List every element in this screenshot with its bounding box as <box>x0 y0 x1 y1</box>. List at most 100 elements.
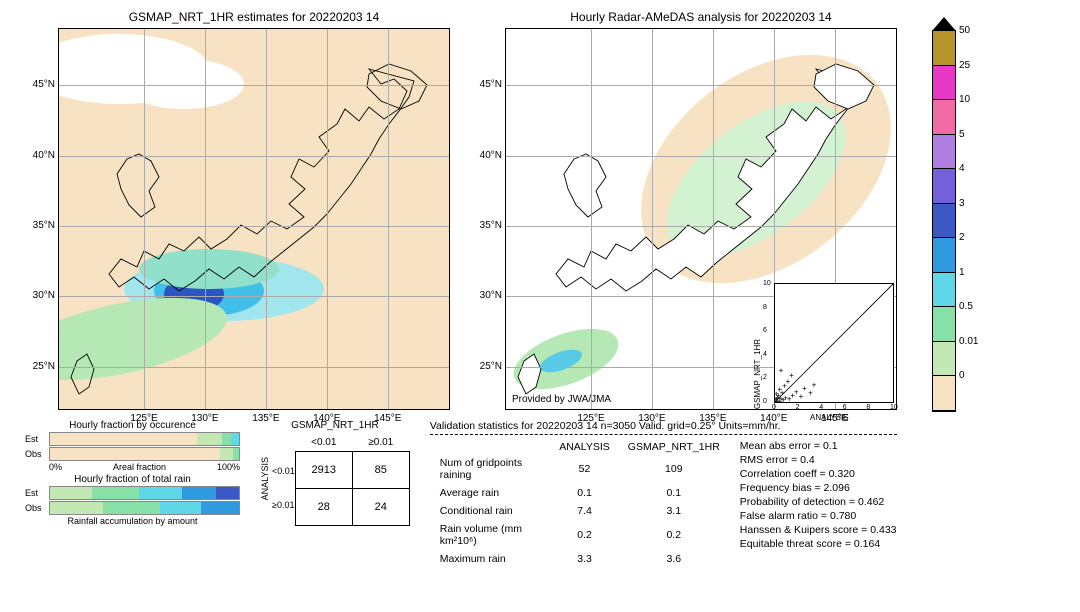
fraction-segment <box>50 487 92 499</box>
y-tick-label: 45°N <box>480 79 502 90</box>
colorbar-tick: 0.5 <box>959 301 973 312</box>
contingency-cell: 85 <box>352 452 409 489</box>
y-tick-label: 25°N <box>33 361 55 372</box>
val-cell: 0.2 <box>620 521 728 549</box>
fraction-segment <box>160 502 202 514</box>
row-label-est: Est <box>25 488 49 498</box>
fraction-bar <box>49 447 240 461</box>
y-tick-label: 35°N <box>480 220 502 231</box>
val-cell: 3.6 <box>620 551 728 567</box>
fraction-totalrain-est: Est <box>25 486 240 500</box>
y-tick-label: 30°N <box>480 290 502 301</box>
contingency-grid: <0.01 ≥0.01 2913 85 28 24 <box>295 433 410 526</box>
colorbar-tick: 4 <box>959 163 965 174</box>
x-tick-label: 140°E <box>760 413 787 424</box>
fraction-occurrence-obs: Obs <box>25 447 240 461</box>
validation-metrics: Mean abs error = 0.1RMS error = 0.4Corre… <box>740 439 897 569</box>
map-radar-plot: 25°N30°N35°N40°N45°N125°E130°E135°E140°E… <box>505 28 897 410</box>
x-tick-label: 125°E <box>577 413 604 424</box>
axis-label: 0% <box>49 462 62 472</box>
svg-text:+: + <box>808 389 813 398</box>
fraction-segment <box>222 433 231 445</box>
svg-text:+: + <box>779 366 784 375</box>
row-label-obs: Obs <box>25 503 49 513</box>
val-cell: 0.1 <box>551 485 618 501</box>
validation-metric: Correlation coeff = 0.320 <box>740 467 897 481</box>
colorbar-segment <box>933 204 955 239</box>
val-row-label: Num of gridpoints raining <box>432 455 549 483</box>
x-tick-label: 135°E <box>252 413 279 424</box>
colorbar: 502510543210.50.010 <box>932 30 956 412</box>
validation-metric: Mean abs error = 0.1 <box>740 439 897 453</box>
val-cell: 3.3 <box>551 551 618 567</box>
fraction-segment <box>92 487 139 499</box>
colorbar-tick: 2 <box>959 232 965 243</box>
inset-ylabel: GSMAP_NRT_1HR <box>753 339 762 409</box>
colorbar-segment <box>933 238 955 273</box>
axis-label: 100% <box>217 462 240 472</box>
svg-text:+: + <box>799 392 804 401</box>
fraction-segment <box>50 433 197 445</box>
fraction-occurrence-axis: 0% Areal fraction 100% <box>49 462 240 472</box>
axis-label: Areal fraction <box>113 462 166 472</box>
fraction-segment <box>220 448 233 460</box>
val-cell: 7.4 <box>551 503 618 519</box>
fraction-totalrain-title: Hourly fraction of total rain <box>25 474 240 485</box>
fraction-totalrain-obs: Obs <box>25 501 240 515</box>
fraction-occurrence-est: Est <box>25 432 240 446</box>
x-tick-label: 135°E <box>699 413 726 424</box>
svg-text:+: + <box>789 371 794 380</box>
map-attribution: Provided by JWA/JMA <box>512 394 611 405</box>
svg-text:+: + <box>812 380 817 389</box>
maps-row: GSMAP_NRT_1HR estimates for 20220203 14 … <box>10 10 1070 412</box>
colorbar-tick: 1 <box>959 267 965 278</box>
contingency-cell: 28 <box>295 489 352 526</box>
y-tick-label: 45°N <box>33 79 55 90</box>
val-cell: 3.1 <box>620 503 728 519</box>
row-label-obs: Obs <box>25 449 49 459</box>
fraction-segment <box>201 502 239 514</box>
contingency-cell: 2913 <box>295 452 352 489</box>
contingency-table: GSMAP_NRT_1HR ANALYSIS <0.01 ≥0.01 <0.01… <box>260 420 410 526</box>
colorbar-segment <box>933 100 955 135</box>
contingency-row-title: ANALYSIS <box>260 457 270 500</box>
colorbar-arrow-icon <box>932 17 956 31</box>
contingency-col-head: <0.01 <box>295 433 352 452</box>
colorbar-tick: 10 <box>959 94 970 105</box>
bottom-row: Hourly fraction by occurence Est Obs 0% … <box>10 420 1070 569</box>
val-cell: 52 <box>551 455 618 483</box>
validation-metric: Hanssen & Kuipers score = 0.433 <box>740 523 897 537</box>
fraction-segment <box>182 487 216 499</box>
val-row-label: Conditional rain <box>432 503 549 519</box>
fraction-segment <box>216 487 239 499</box>
svg-text:+: + <box>802 384 807 393</box>
fraction-segment <box>231 433 239 445</box>
validation-metric: RMS error = 0.4 <box>740 453 897 467</box>
contingency-row-head: <0.01 <box>272 454 295 488</box>
colorbar-tick: 0 <box>959 370 965 381</box>
map-gsmap-plot: 25°N30°N35°N40°N45°N125°E130°E135°E140°E… <box>58 28 450 410</box>
colorbar-segment <box>933 376 955 411</box>
x-tick-label: 130°E <box>638 413 665 424</box>
colorbar-tick: 3 <box>959 198 965 209</box>
fraction-segment <box>50 502 103 514</box>
fraction-charts: Hourly fraction by occurence Est Obs 0% … <box>25 420 240 526</box>
validation-metric: False alarm ratio = 0.780 <box>740 509 897 523</box>
fraction-footer: Rainfall accumulation by amount <box>25 516 240 526</box>
colorbar-tick: 0.01 <box>959 336 978 347</box>
map-gsmap-title: GSMAP_NRT_1HR estimates for 20220203 14 <box>58 10 450 24</box>
y-tick-label: 25°N <box>480 361 502 372</box>
validation-metric: Frequency bias = 2.096 <box>740 481 897 495</box>
inset-scatter: ++++++++++++++++++++++++++00224466881010… <box>774 283 894 403</box>
val-row-label: Maximum rain <box>432 551 549 567</box>
validation-metric: Equitable threat score = 0.164 <box>740 537 897 551</box>
contingency-col-head: ≥0.01 <box>352 433 409 452</box>
map-gsmap: GSMAP_NRT_1HR estimates for 20220203 14 … <box>58 10 450 412</box>
map-radar-title: Hourly Radar-AMeDAS analysis for 2022020… <box>505 10 897 24</box>
y-tick-label: 35°N <box>33 220 55 231</box>
colorbar-segment <box>933 342 955 377</box>
fraction-segment <box>197 433 222 445</box>
x-tick-label: 130°E <box>191 413 218 424</box>
fraction-segment <box>233 448 239 460</box>
fraction-bar <box>49 486 240 500</box>
